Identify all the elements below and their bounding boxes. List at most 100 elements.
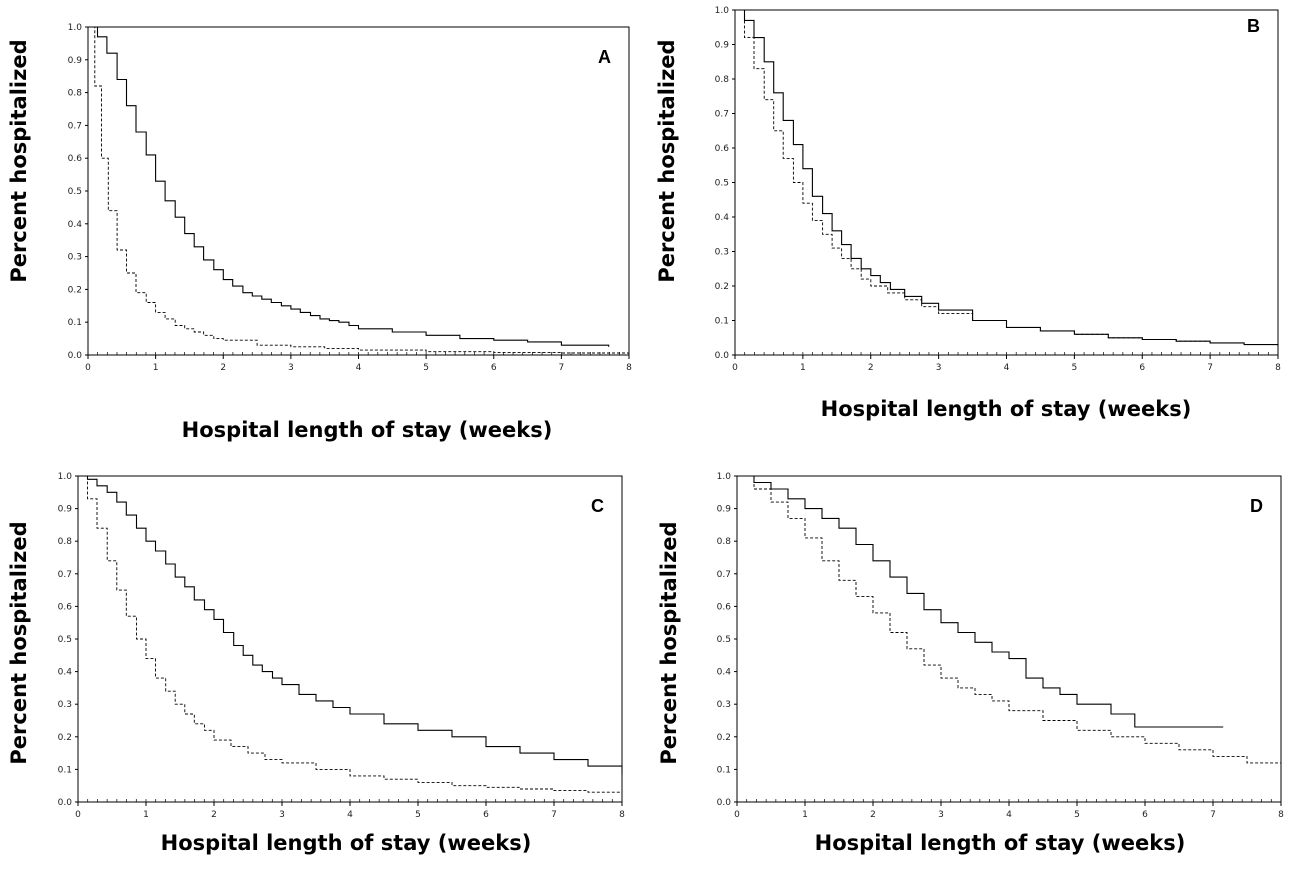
x-tick-label: 5	[423, 363, 429, 373]
y-tick-label: 0.1	[715, 317, 729, 327]
y-tick-label: 0.1	[717, 765, 731, 775]
y-tick-label: 0.3	[717, 700, 731, 710]
panel-c: 0 1 2 3 4 5 6 7 8 0.0 0.1 0.2 0.3 0.4 0.5 0.6 0.7 0.8 0.9 1…	[7, 472, 625, 855]
y-tick-label: 0.8	[58, 537, 73, 547]
panel-a: 0 1 2 3 4 5 6 7 8 0.0 0.1 0.2 0.3 0.4 0.5 0.6 0.7 0.8 0.9 1…	[7, 23, 632, 442]
panel-b: 0 1 2 3 4 5 6 7 8 0.0 0.1 0.2 0.3 0.4 0.5 0.6 0.7 0.8 0.9 1…	[655, 6, 1281, 421]
y-tick-label: 0.0	[715, 351, 730, 361]
y-axis-label: Percent hospitalized	[7, 521, 31, 764]
x-tick-label: 3	[938, 810, 944, 820]
x-tick-label: 4	[356, 363, 362, 373]
x-tick-label: 4	[1006, 810, 1012, 820]
y-tick-label: 0.0	[717, 798, 732, 808]
y-tick-label: 1.0	[717, 472, 732, 482]
y-tick-label: 0.9	[717, 505, 732, 515]
x-axis-label: Hospital length of stay (weeks)	[815, 831, 1186, 855]
y-tick-label: 0.8	[717, 537, 732, 547]
x-tick-label: 1	[800, 363, 806, 373]
y-tick-label: 0.2	[68, 285, 82, 295]
y-tick-label: 0.3	[68, 253, 82, 263]
y-tick-label: 0.6	[715, 144, 730, 154]
x-tick-label: 5	[1072, 363, 1078, 373]
x-tick-label: 6	[483, 810, 489, 820]
y-axis-label: Percent hospitalized	[655, 39, 679, 282]
panel-label: C	[591, 496, 604, 516]
y-tick-label: 0.2	[715, 282, 729, 292]
y-tick-label: 1.0	[715, 6, 730, 16]
y-tick-label: 0.8	[68, 89, 83, 99]
x-tick-label: 6	[491, 363, 497, 373]
x-tick-label: 2	[870, 810, 876, 820]
y-tick-label: 0.5	[715, 179, 729, 189]
x-tick-label: 0	[75, 810, 81, 820]
x-tick-label: 0	[734, 810, 740, 820]
y-tick-label: 0.6	[717, 602, 732, 612]
x-tick-label: 8	[619, 810, 625, 820]
x-axis-label: Hospital length of stay (weeks)	[182, 418, 553, 442]
x-tick-label: 3	[288, 363, 294, 373]
y-tick-label: 0.7	[58, 570, 72, 580]
x-tick-label: 6	[1142, 810, 1148, 820]
x-axis-label: Hospital length of stay (weeks)	[161, 831, 532, 855]
series-dashed-line	[737, 475, 1282, 770]
y-tick-label: 0.8	[715, 75, 730, 85]
y-tick-label: 1.0	[58, 472, 73, 482]
series-solid-line	[88, 26, 610, 347]
series-dashed-line	[735, 9, 1279, 347]
y-tick-label: 0.1	[68, 318, 82, 328]
x-tick-label: 8	[1278, 810, 1284, 820]
x-axis-label: Hospital length of stay (weeks)	[821, 397, 1192, 421]
series-dashed-line	[78, 475, 623, 794]
x-tick-label: 7	[1207, 363, 1213, 373]
y-tick-label: 0.5	[717, 635, 731, 645]
x-tick-label: 8	[1275, 363, 1281, 373]
series-solid-line	[78, 475, 623, 775]
y-tick-label: 0.6	[58, 602, 73, 612]
x-tick-label: 0	[85, 363, 91, 373]
y-axis-label: Percent hospitalized	[657, 521, 681, 764]
y-tick-label: 0.2	[717, 733, 731, 743]
x-tick-label: 0	[732, 363, 738, 373]
x-tick-label: 7	[551, 810, 557, 820]
panel-label: D	[1250, 496, 1263, 516]
series-solid-line	[735, 9, 1279, 347]
y-tick-label: 0.9	[68, 56, 83, 66]
y-tick-label: 0.4	[68, 220, 83, 230]
y-tick-label: 0.7	[715, 110, 729, 120]
x-tick-label: 1	[153, 363, 159, 373]
x-tick-label: 2	[220, 363, 226, 373]
plot-frame	[736, 475, 1282, 803]
y-tick-label: 0.4	[717, 668, 732, 678]
x-tick-label: 7	[1210, 810, 1216, 820]
y-tick-label: 0.4	[58, 668, 73, 678]
y-tick-label: 0.5	[58, 635, 72, 645]
y-tick-label: 0.2	[58, 733, 72, 743]
y-tick-label: 0.6	[68, 154, 83, 164]
y-tick-label: 0.9	[715, 41, 730, 51]
x-tick-label: 8	[626, 363, 632, 373]
panel-label: B	[1247, 16, 1260, 36]
x-tick-label: 4	[1004, 363, 1010, 373]
x-tick-label: 6	[1139, 363, 1145, 373]
y-tick-label: 0.0	[58, 798, 73, 808]
y-tick-label: 0.3	[715, 248, 729, 258]
series-solid-line	[737, 475, 1224, 728]
series-dashed-line	[88, 26, 630, 354]
panel-label: A	[598, 47, 611, 67]
x-tick-label: 4	[347, 810, 353, 820]
x-tick-label: 5	[1074, 810, 1080, 820]
plot-frame	[87, 26, 630, 356]
x-tick-label: 3	[279, 810, 285, 820]
y-tick-label: 0.5	[68, 187, 82, 197]
y-tick-label: 1.0	[68, 23, 83, 33]
x-tick-label: 2	[211, 810, 217, 820]
x-tick-label: 3	[936, 363, 942, 373]
y-tick-label: 0.3	[58, 700, 72, 710]
y-tick-label: 0.0	[68, 351, 83, 361]
x-tick-label: 2	[868, 363, 874, 373]
y-tick-label: 0.4	[715, 213, 730, 223]
x-tick-label: 5	[415, 810, 421, 820]
plot-frame	[734, 9, 1279, 356]
panel-d: 0 1 2 3 4 5 6 7 8 0.0 0.1 0.2 0.3 0.4 0.5 0.6 0.7 0.8 0.9 1…	[657, 472, 1284, 855]
